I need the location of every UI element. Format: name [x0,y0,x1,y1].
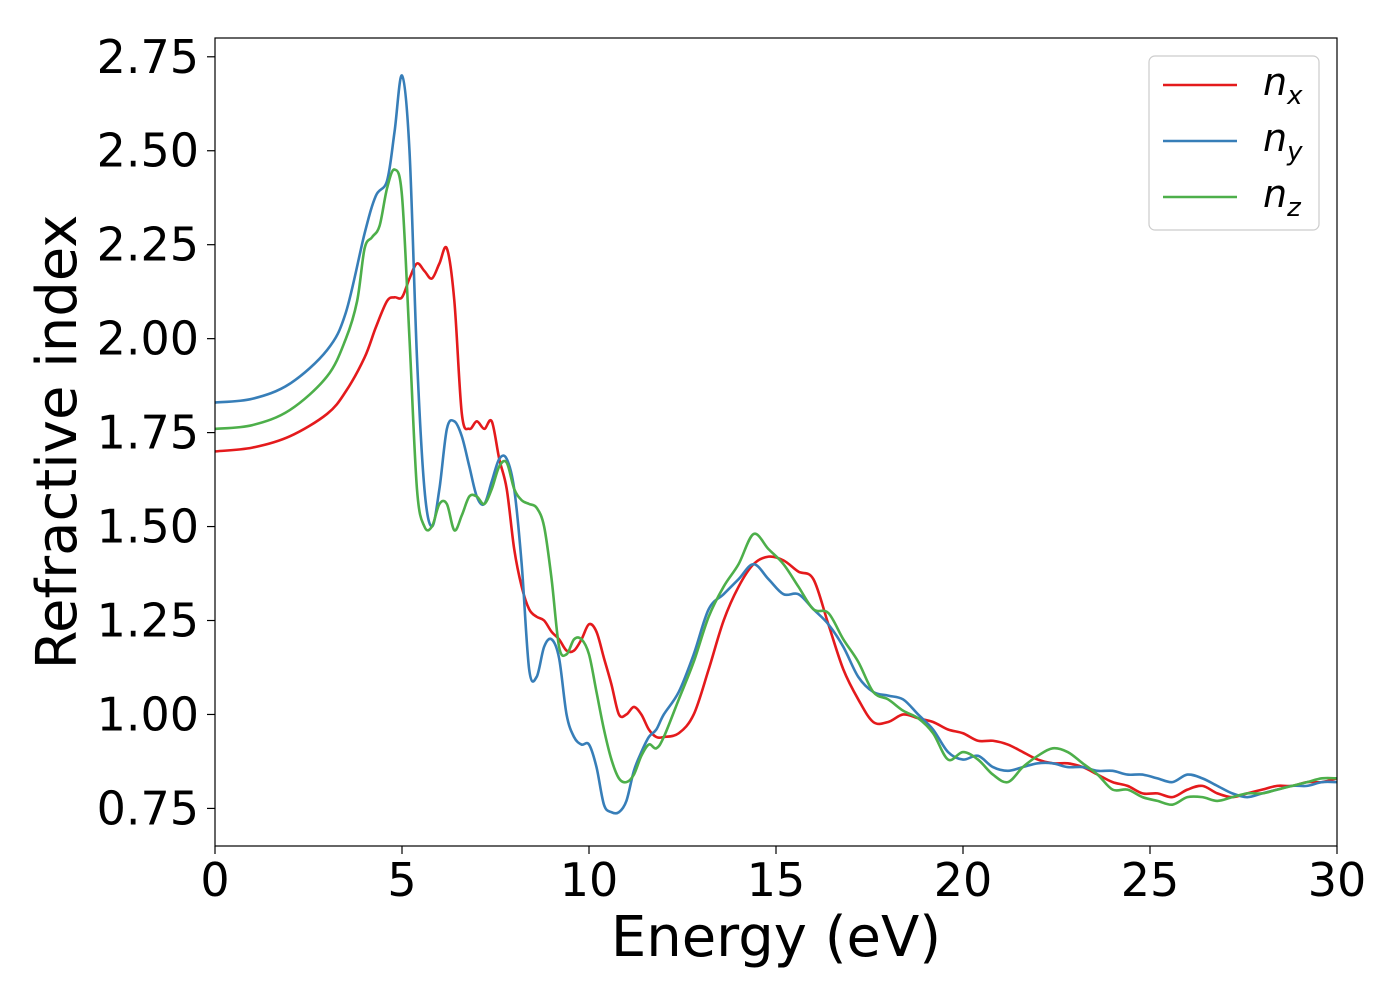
y-axis-ticks: 0.75 1.00 1.25 1.50 1.75 2.00 2.25 2.50 2.75 [97,30,215,835]
x-tick-label: 15 [747,853,806,907]
legend-box [1148,55,1320,231]
x-axis-label: Energy (eV) [611,905,941,970]
series-line-n-y [214,74,1338,815]
legend-label-n-y: ny [1263,116,1303,167]
series-line-n-x [214,245,1338,799]
y-tick-label: 2.25 [97,218,199,272]
legend-label-n-x: nx [1263,60,1303,111]
series-layer [214,74,1338,815]
series-line-n-z [214,168,1338,807]
y-tick-label: 1.00 [97,687,199,741]
x-tick-label: 5 [387,853,416,907]
x-axis-ticks: 0 5 10 15 20 25 30 [200,846,1366,907]
x-tick-label: 20 [934,853,993,907]
y-tick-label: 0.75 [97,781,199,835]
y-tick-label: 1.75 [97,406,199,460]
x-tick-label: 10 [560,853,619,907]
y-tick-label: 1.25 [97,594,199,648]
y-tick-label: 2.50 [97,124,199,178]
x-tick-label: 30 [1308,853,1367,907]
y-tick-label: 1.50 [97,500,199,554]
legend-label-n-z: nz [1263,172,1302,223]
x-tick-label: 0 [200,853,229,907]
x-tick-label: 25 [1121,853,1180,907]
y-tick-label: 2.00 [97,312,199,366]
y-axis-label: Refractive index [25,215,90,670]
y-tick-label: 2.75 [97,30,199,84]
